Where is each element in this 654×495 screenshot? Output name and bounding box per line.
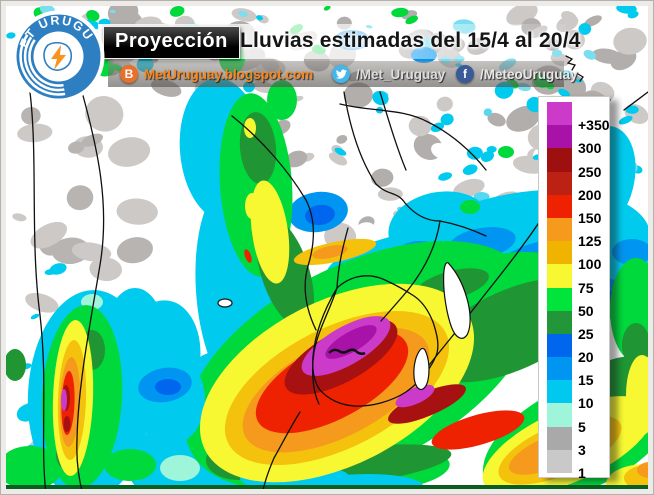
map-bottom-edge: [6, 485, 648, 491]
legend-row: 20: [539, 333, 609, 364]
legend-color-swatch: [547, 310, 572, 334]
legend-value-label: 300: [578, 140, 602, 157]
rio-de-la-plata-coast: [261, 411, 301, 495]
twitter-bird-glyph: [336, 69, 347, 79]
legend-color-swatch: [547, 125, 572, 149]
twitter-icon: [332, 65, 350, 83]
rio-negro-reservoir: [328, 348, 366, 356]
legend-color-swatch: [547, 194, 572, 218]
andes-border: [76, 91, 105, 495]
legend-row: 300: [539, 125, 609, 155]
legend-color-swatch: [547, 102, 572, 126]
legend-row: 3: [539, 426, 609, 457]
corner-coast: [623, 91, 649, 111]
legend-row: 125: [539, 217, 609, 248]
legend-row: 5: [539, 403, 609, 434]
coastal-islands: [565, 55, 584, 82]
radar-arcs-icon: [19, 33, 66, 96]
map-title: Lluvias estimadas del 15/4 al 20/4: [240, 29, 581, 52]
legend-value-label: 75: [578, 279, 594, 296]
legend-value-label: 250: [578, 163, 602, 180]
legend-value-label: 100: [578, 256, 602, 273]
social-link-blog[interactable]: B MetUruguay.blogspot.com: [120, 61, 313, 87]
facebook-handle-label: /MeteoUruguay: [480, 66, 578, 82]
state-border-1: [339, 103, 487, 171]
legend-value-label: 15: [578, 372, 594, 389]
legend-color-swatch: [547, 380, 572, 404]
legend-value-label: +350: [578, 117, 610, 134]
legend-value-label: 25: [578, 325, 594, 342]
legend-value-label: 150: [578, 209, 602, 226]
projection-badge: Proyección: [103, 26, 240, 59]
legend-color-swatch: [547, 403, 572, 427]
legend-row: +350: [539, 102, 610, 132]
legend-value-label: 50: [578, 302, 594, 319]
paraguay-river: [343, 91, 441, 222]
parana-river: [380, 220, 441, 322]
legend-value-label: 3: [578, 441, 586, 458]
patos-lagoon: [443, 262, 471, 339]
legend-row: 50: [539, 287, 609, 318]
legend-color-swatch: [547, 333, 572, 358]
blogger-icon: B: [120, 65, 138, 83]
legend-color-swatch: [547, 217, 572, 242]
social-link-facebook[interactable]: f /MeteoUruguay: [456, 61, 578, 87]
legend-color-swatch: [547, 241, 572, 265]
pilcomayo-border: [231, 115, 317, 331]
meturuguay-logo: MET URUGUAY: [10, 8, 105, 103]
paraguay-brazil-border: [439, 220, 487, 237]
legend-row: 25: [539, 310, 609, 341]
blog-url-label: MetUruguay.blogspot.com: [144, 66, 314, 82]
facebook-icon: f: [456, 65, 474, 83]
legend-row: 15: [539, 357, 609, 387]
social-links-bar: B MetUruguay.blogspot.com /Met_Uruguay f…: [108, 61, 578, 87]
social-link-twitter[interactable]: /Met_Uruguay: [332, 61, 445, 87]
legend-value-label: 200: [578, 186, 602, 203]
legend-row: 250: [539, 148, 609, 179]
legend-value-label: 5: [578, 418, 586, 435]
twitter-handle-label: /Met_Uruguay: [356, 66, 446, 82]
legend-color-swatch: [547, 264, 572, 288]
precipitation-legend: +350 300 250 200 150: [538, 96, 610, 480]
chile-coastline: [29, 91, 47, 495]
lakes-layer: [217, 262, 471, 390]
legend-value-label: 125: [578, 233, 602, 250]
legend-row: 100: [539, 241, 609, 271]
lightning-bolt-icon: [51, 45, 66, 70]
legend-color-swatch: [547, 426, 572, 450]
legend-row: 200: [539, 171, 609, 202]
uruguay-river: [312, 227, 349, 405]
legend-color-swatch: [547, 449, 572, 473]
legend-color-swatch: [547, 357, 572, 381]
mirim-lagoon: [413, 347, 430, 390]
mar-chiquita-lake: [217, 298, 233, 308]
legend-color-swatch: [547, 148, 572, 172]
state-border-2: [379, 91, 407, 171]
legend-color-swatch: [547, 171, 572, 195]
legend-value-label: 20: [578, 349, 594, 366]
legend-color-swatch: [547, 287, 572, 311]
legend-row: 10: [539, 380, 609, 410]
legend-value-label: 10: [578, 395, 594, 412]
legend-row: 1: [539, 449, 609, 480]
legend-value-label: 1: [578, 465, 586, 481]
legend-row: 150: [539, 194, 609, 225]
legend-row: 75: [539, 264, 609, 295]
